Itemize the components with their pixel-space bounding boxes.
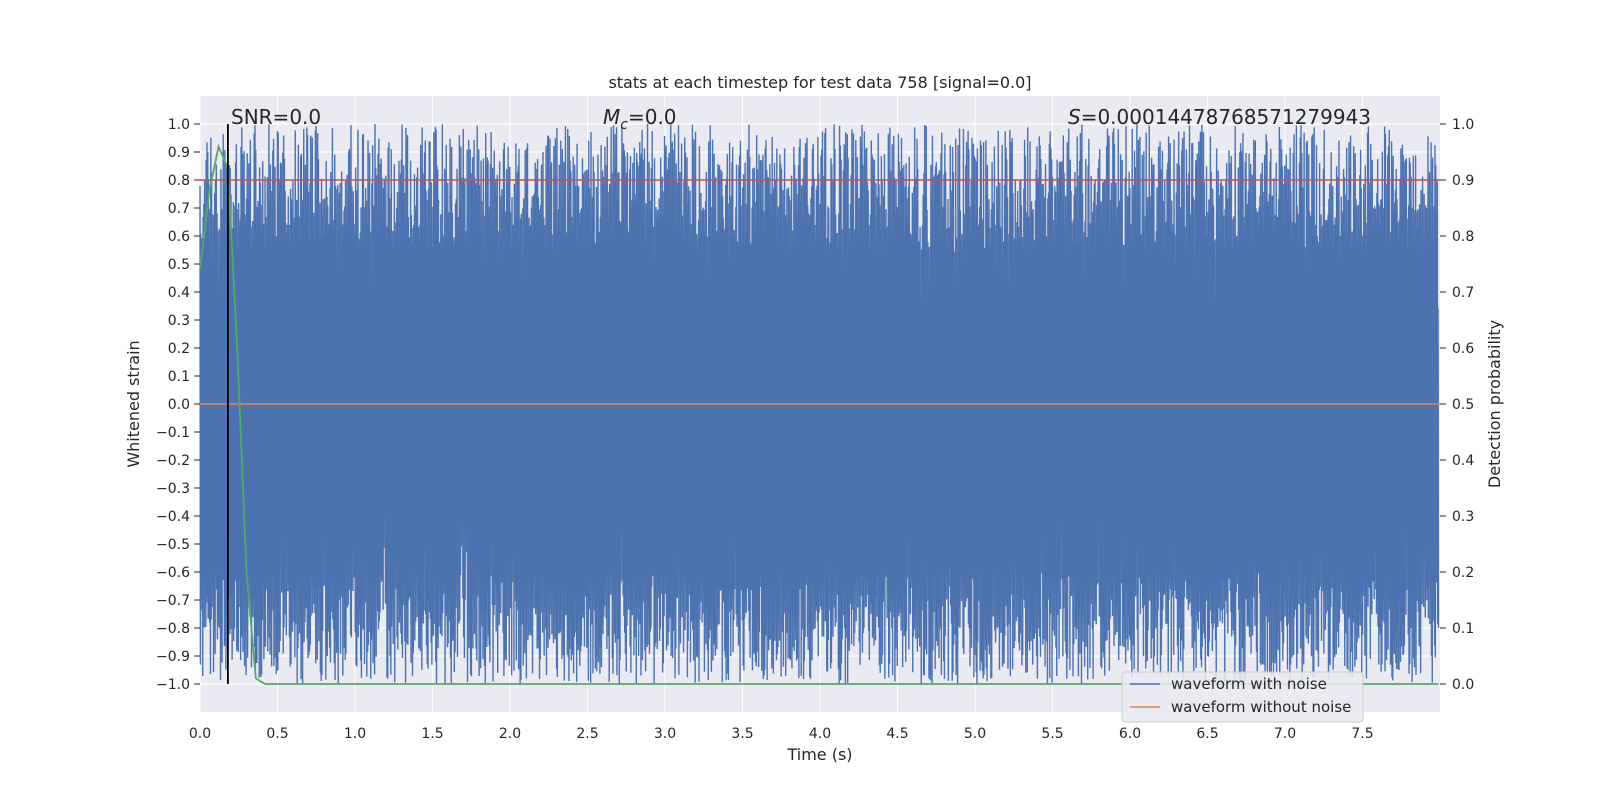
y-left-tick-label: 0.9 (168, 145, 190, 161)
y-left-tick-label: −0.3 (156, 481, 190, 497)
x-tick-label: 1.0 (344, 726, 366, 742)
y-left-tick-label: −0.2 (156, 453, 190, 469)
y-left-tick-label: −0.6 (156, 565, 190, 581)
y-right-tick-label: 0.4 (1452, 453, 1474, 469)
legend: waveform with noise waveform without noi… (1121, 671, 1364, 723)
x-tick-label: 2.5 (576, 726, 598, 742)
y-right-tick-label: 0.7 (1452, 285, 1474, 301)
y-right-tick-label: 0.3 (1452, 509, 1474, 525)
y-left-tick-label: −1.0 (156, 677, 190, 693)
x-tick-label: 6.0 (1119, 726, 1141, 742)
x-tick-label: 1.5 (421, 726, 443, 742)
y-left-tick-label: −0.4 (156, 509, 190, 525)
x-tick-label: 0.5 (266, 726, 288, 742)
x-tick-label: 6.5 (1196, 726, 1218, 742)
y-right-tick-label: 0.0 (1452, 677, 1474, 693)
y-left-tick-label: −0.1 (156, 425, 190, 441)
legend-label-noise: waveform with noise (1171, 675, 1327, 693)
legend-box (1121, 671, 1364, 723)
x-tick-label: 7.0 (1274, 726, 1296, 742)
y-left-tick-label: 0.4 (168, 285, 190, 301)
y-right-tick-label: 0.5 (1452, 397, 1474, 413)
y-right-tick-label: 0.1 (1452, 621, 1474, 637)
y-axis-label-left: Whitened strain (124, 340, 143, 467)
y-left-tick-label: 0.0 (168, 397, 190, 413)
snr-annotation: SNR=0.0 (231, 105, 321, 129)
y-left-tick-label: −0.7 (156, 593, 190, 609)
y-left-tick-label: −0.5 (156, 537, 190, 553)
legend-label-clean: waveform without noise (1171, 698, 1351, 716)
s-value: =0.00014478768571279943 (1081, 105, 1371, 129)
chart-title: stats at each timestep for test data 758… (608, 73, 1031, 92)
noise-waveform-line (199, 124, 1440, 684)
y-left-tick-label: 0.7 (168, 201, 190, 217)
x-tick-label: 5.0 (964, 726, 986, 742)
x-tick-label: 7.5 (1351, 726, 1373, 742)
s-symbol: S (1068, 105, 1081, 129)
x-axis-label: Time (s) (786, 745, 852, 764)
x-tick-label: 0.0 (189, 726, 211, 742)
y-left-tick-label: 0.2 (168, 341, 190, 357)
mc-subscript: c (620, 117, 628, 133)
x-tick-label: 4.0 (809, 726, 831, 742)
tick-layer: 0.0 0.5 1.0 1.5 2.0 2.5 3.0 3.5 4.0 4.5 5.0 5.5 6.0 6… (156, 117, 1474, 742)
y-left-tick-label: 0.3 (168, 313, 190, 329)
y-left-tick-label: 0.5 (168, 257, 190, 273)
y-right-tick-label: 0.8 (1452, 229, 1474, 245)
probability-layer (199, 143, 1439, 685)
y-left-tick-label: 1.0 (168, 117, 190, 133)
probability-line (199, 143, 1439, 685)
y-left-tick-label: −0.8 (156, 621, 190, 637)
y-left-tick-label: 0.8 (168, 173, 190, 189)
y-axis-label-right: Detection probability (1485, 320, 1504, 488)
y-left-tick-label: 0.1 (168, 369, 190, 385)
x-tick-label: 3.0 (654, 726, 676, 742)
y-right-tick-label: 0.9 (1452, 173, 1474, 189)
mc-value: =0.0 (628, 105, 677, 129)
x-tick-label: 4.5 (886, 726, 908, 742)
y-left-tick-label: −0.9 (156, 649, 190, 665)
s-annotation: S=0.00014478768571279943 (1068, 105, 1371, 129)
noise-waveform-layer (199, 124, 1440, 684)
y-right-tick-label: 0.6 (1452, 341, 1474, 357)
snr-prefix: SNR= (231, 105, 289, 129)
mc-annotation: Mc=0.0 (603, 105, 677, 133)
mc-symbol: M (603, 105, 620, 129)
snr-value: 0.0 (289, 105, 321, 129)
y-right-tick-label: 0.2 (1452, 565, 1474, 581)
y-right-tick-label: 1.0 (1452, 117, 1474, 133)
y-left-tick-label: 0.6 (168, 229, 190, 245)
x-tick-label: 2.0 (499, 726, 521, 742)
x-tick-label: 5.5 (1041, 726, 1063, 742)
x-tick-label: 3.5 (731, 726, 753, 742)
